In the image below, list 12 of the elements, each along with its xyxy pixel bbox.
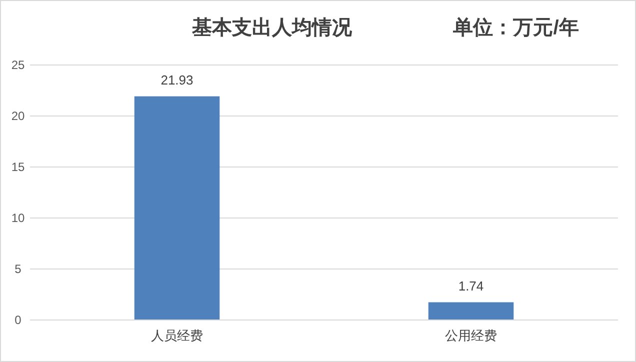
data-label: 1.74 — [458, 278, 484, 294]
x-tick-label: 人员经费 — [151, 328, 203, 343]
data-label: 21.93 — [160, 72, 194, 88]
y-tick-label: 20 — [11, 109, 25, 123]
y-tick-label: 15 — [11, 160, 25, 174]
y-tick-label: 5 — [14, 262, 22, 276]
chart-subtitle: 单位：万元/年 — [452, 16, 579, 39]
y-tick-label: 0 — [14, 313, 22, 327]
y-tick-label: 10 — [11, 211, 25, 225]
x-tick-label: 公用经费 — [445, 328, 497, 343]
y-tick-label: 25 — [11, 58, 25, 72]
chart-title: 基本支出人均情况 — [191, 17, 353, 39]
